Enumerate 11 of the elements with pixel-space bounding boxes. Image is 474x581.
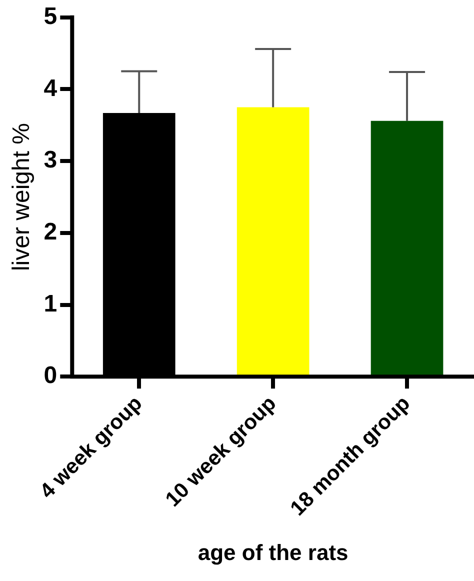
y-tick-label: 2	[44, 218, 58, 246]
y-tick-label: 4	[44, 74, 58, 102]
bar	[370, 120, 444, 376]
y-tick-label: 5	[44, 3, 58, 30]
y-axis-title: liver weight %	[8, 122, 36, 272]
x-axis-title: age of the rats	[198, 540, 348, 565]
y-tick-label: 1	[44, 290, 58, 318]
bar	[236, 107, 310, 376]
y-tick-label: 0	[44, 362, 58, 390]
bar	[102, 112, 176, 376]
y-tick-label: 3	[44, 146, 58, 174]
